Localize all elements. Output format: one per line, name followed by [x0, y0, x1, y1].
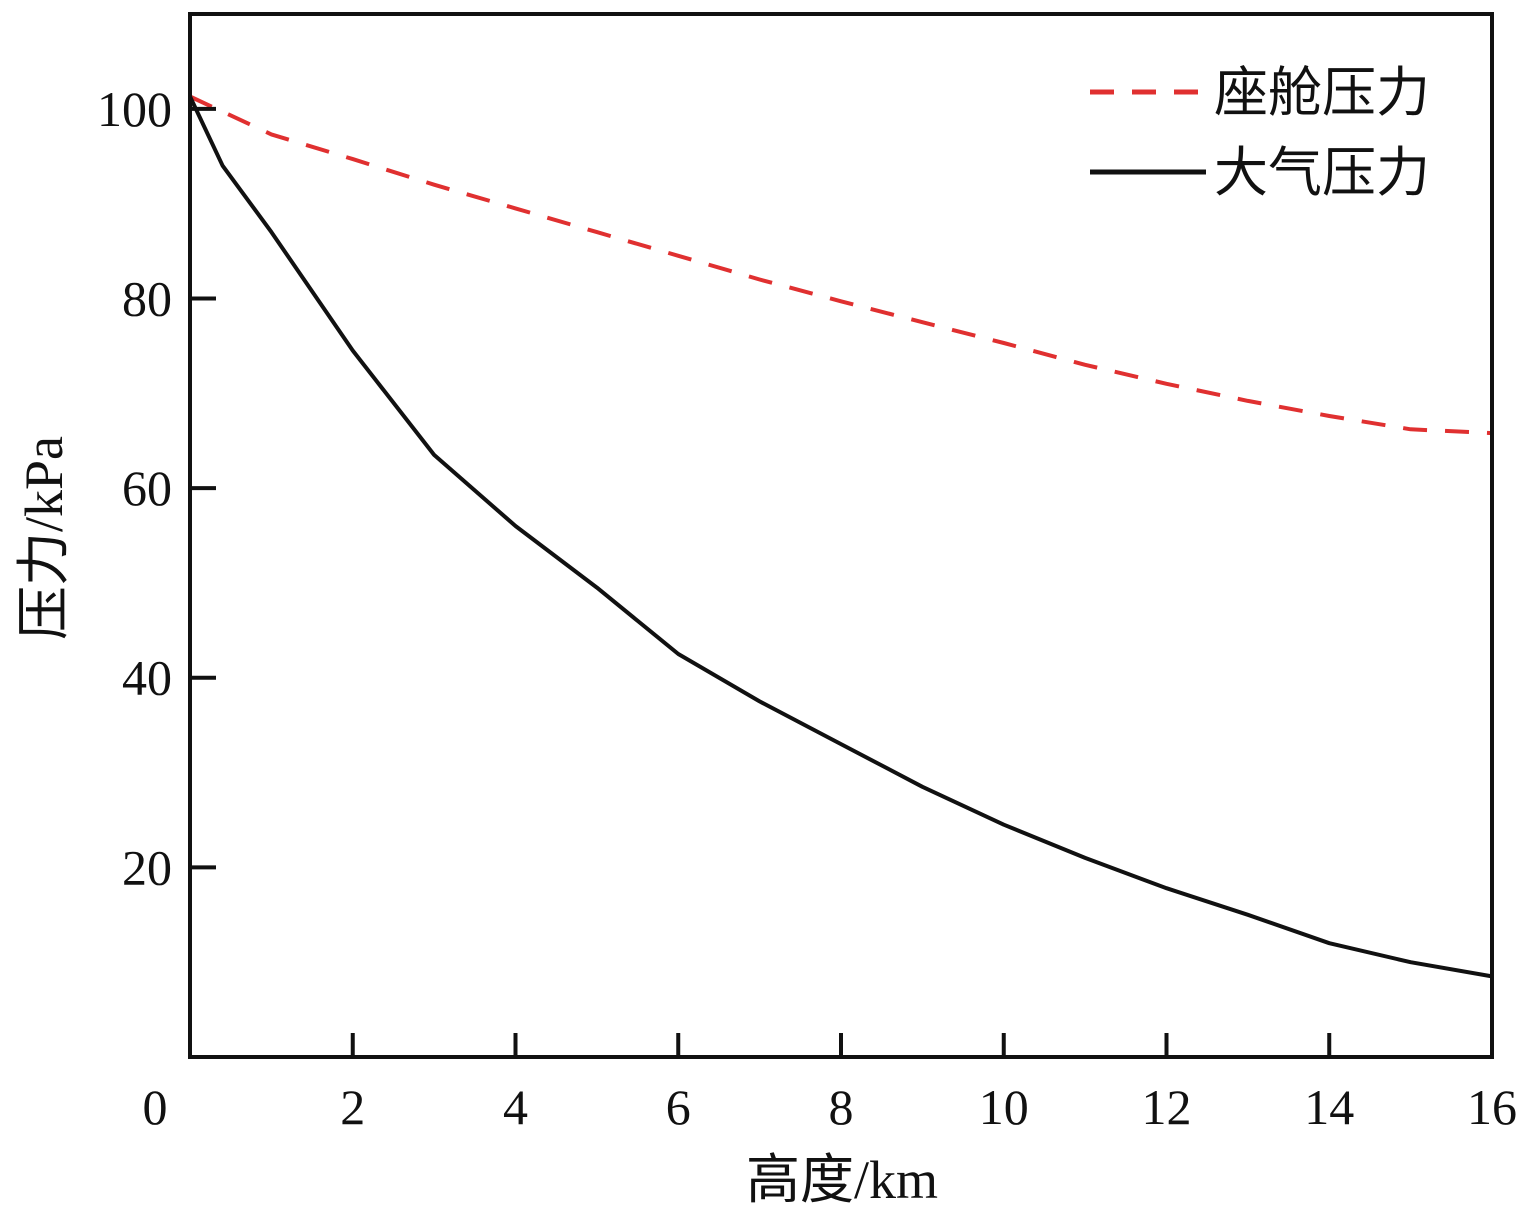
x-tick-label: 10: [979, 1079, 1029, 1135]
x-tick-label: 2: [340, 1079, 365, 1135]
series-line-1: [189, 94, 1493, 436]
y-tick-label: 60: [122, 460, 172, 516]
y-tick-label: 80: [122, 270, 172, 326]
x-tick-label: 0: [143, 1079, 168, 1135]
x-tick-label: 8: [829, 1079, 854, 1135]
x-tick-label: 12: [1142, 1079, 1192, 1135]
series-line-2: [188, 95, 1493, 979]
y-tick-label: 20: [122, 839, 172, 895]
legend-label-2: 大气压力: [1214, 143, 1430, 203]
x-tick-label: 16: [1467, 1079, 1517, 1135]
y-tick-label: 40: [122, 650, 172, 706]
y-tick-label: 100: [97, 81, 172, 137]
x-tick-label: 4: [503, 1079, 528, 1135]
y-axis-title: 压力/kPa: [14, 436, 74, 640]
legend-label-1: 座舱压力: [1214, 63, 1430, 123]
x-tick-label: 6: [666, 1079, 691, 1135]
plot-area: [188, 94, 1493, 979]
x-axis-title: 高度/km: [746, 1150, 938, 1210]
x-tick-label: 14: [1304, 1079, 1354, 1135]
axes: 0 2 4 6 8 10 12 14 16 20 40 60 80 100: [97, 12, 1517, 1135]
